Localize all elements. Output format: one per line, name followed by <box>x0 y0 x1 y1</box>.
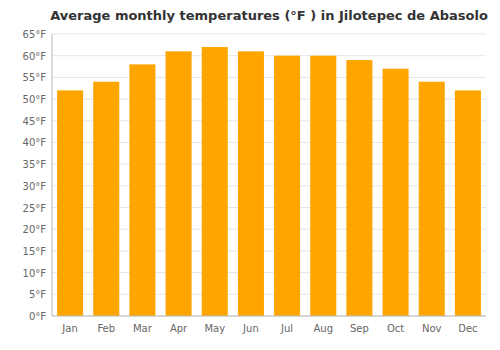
y-tick-label: 5°F <box>29 289 46 300</box>
y-tick-label: 30°F <box>23 181 47 192</box>
bar <box>383 69 409 316</box>
bar <box>93 82 119 316</box>
bar <box>202 47 228 316</box>
bar <box>346 60 372 316</box>
y-tick-label: 20°F <box>23 224 47 235</box>
y-tick-label: 40°F <box>23 137 47 148</box>
y-tick-label: 35°F <box>23 159 47 170</box>
y-tick-label: 10°F <box>23 268 47 279</box>
bar <box>310 56 336 316</box>
y-tick-label: 55°F <box>23 72 47 83</box>
x-axis-line <box>52 316 486 317</box>
bar <box>419 82 445 316</box>
bar <box>238 51 264 316</box>
x-tick-label: Feb <box>97 323 115 334</box>
grid-line <box>52 316 486 317</box>
y-tick-label: 0°F <box>29 311 46 322</box>
chart: Average monthly temperatures (°F ) in Ji… <box>0 0 500 350</box>
bars <box>57 47 481 316</box>
x-axis: Jan Feb Mar Apr May Jun Jul Aug Sep Oct Nov Dec <box>61 323 477 334</box>
x-tick-label: Apr <box>170 323 188 334</box>
x-tick-label: Oct <box>387 323 404 334</box>
x-tick-label: Dec <box>458 323 477 334</box>
y-tick-label: 50°F <box>23 94 47 105</box>
x-tick-label: Mar <box>133 323 153 334</box>
y-tick-label: 45°F <box>23 116 47 127</box>
x-tick-label: Jul <box>280 323 293 334</box>
grid <box>52 34 486 316</box>
y-tick-label: 25°F <box>23 203 47 214</box>
x-tick-label: Nov <box>422 323 442 334</box>
x-tick-label: Sep <box>350 323 369 334</box>
chart-container: Average monthly temperatures (°F ) in Ji… <box>0 0 500 350</box>
x-tick-label: Aug <box>313 323 333 334</box>
bar <box>455 90 481 316</box>
grid-line <box>52 34 486 35</box>
y-tick-label: 65°F <box>23 29 47 40</box>
bar <box>57 90 83 316</box>
x-tick-label: Jan <box>61 323 77 334</box>
y-tick-label: 15°F <box>23 246 47 257</box>
y-axis-line <box>52 34 53 316</box>
bar <box>129 64 155 316</box>
x-tick-label: May <box>204 323 225 334</box>
y-axis: 0°F 5°F 10°F 15°F 20°F 25°F 30°F 35°F 40°F 45°F 50… <box>23 29 47 322</box>
bar <box>274 56 300 316</box>
grid-line <box>52 77 486 78</box>
grid-line <box>52 55 486 56</box>
x-tick-label: Jun <box>242 323 259 334</box>
bar <box>166 51 192 316</box>
y-tick-label: 60°F <box>23 51 47 62</box>
title: Average monthly temperatures (°F ) in Ji… <box>50 8 488 23</box>
